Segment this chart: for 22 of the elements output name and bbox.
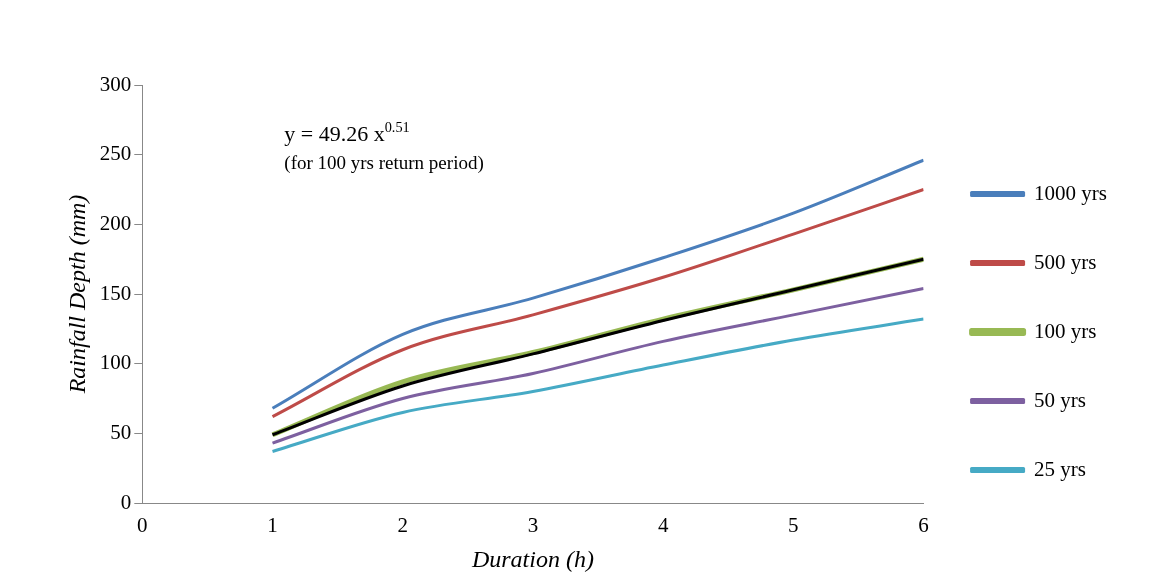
y-tick-label: 300	[99, 71, 132, 96]
legend-label: 25 yrs	[1034, 456, 1087, 481]
legend-label: 100 yrs	[1034, 318, 1097, 343]
x-tick-label: 4	[657, 513, 669, 538]
x-tick-label: 1	[267, 513, 278, 538]
annotation: (for 100 yrs return period)	[284, 152, 484, 174]
x-tick-label: 5	[788, 513, 799, 538]
x-tick-label: 3	[527, 513, 539, 538]
x-tick-label: 2	[397, 513, 408, 538]
legend-label: 50 yrs	[1034, 387, 1087, 412]
y-tick-label: 150	[99, 280, 132, 305]
x-tick-label: 0	[137, 513, 148, 538]
y-tick-label: 100	[99, 350, 132, 375]
y-tick-label: 0	[120, 489, 132, 514]
legend-label: 500 yrs	[1034, 249, 1097, 274]
x-tick-label: 6	[918, 513, 929, 538]
y-tick-label: 250	[99, 141, 132, 166]
legend-label: 1000 yrs	[1034, 180, 1108, 205]
x-axis-title: Duration (h)	[470, 545, 594, 572]
y-axis-title: Rainfall Depth (mm)	[63, 194, 90, 395]
y-tick-label: 200	[99, 210, 132, 235]
y-tick-label: 50	[110, 419, 132, 444]
